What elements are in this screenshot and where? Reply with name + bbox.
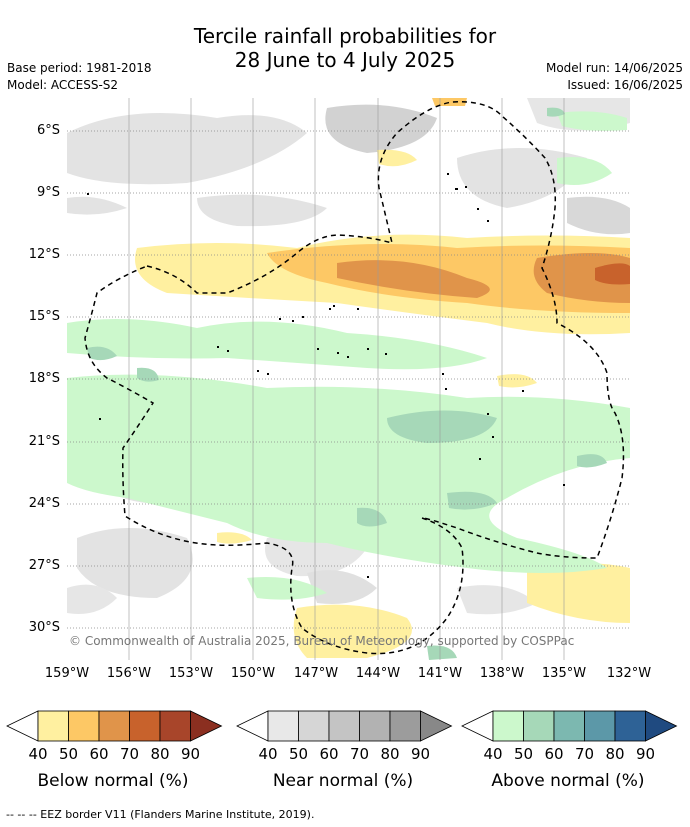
legend-near-tick: 40 xyxy=(258,745,278,763)
legend-below-swatch xyxy=(68,710,100,742)
map-title: Tercile rainfall probabilities for 28 Ju… xyxy=(0,24,690,72)
above-normal-layer xyxy=(67,107,630,660)
lon-label: 150°W xyxy=(230,666,276,681)
legend-below-tick: 60 xyxy=(89,745,109,763)
lat-label: 12°S xyxy=(28,247,60,262)
legend-below-tick: 90 xyxy=(180,745,201,763)
copyright-notice: © Commonwealth of Australia 2025, Bureau… xyxy=(69,634,575,648)
base-period: Base period: 1981-2018 xyxy=(7,61,152,75)
legend-above-max-arrow xyxy=(645,710,678,742)
graticule xyxy=(67,130,630,629)
legend-below-swatch xyxy=(159,710,191,742)
legend-near-swatch xyxy=(298,710,330,742)
legend-near-tick: 60 xyxy=(319,745,339,763)
issued-date: Issued: 16/06/2025 xyxy=(567,78,683,92)
legend-near-max-arrow xyxy=(420,710,453,742)
legend-below-tick: 80 xyxy=(150,745,170,763)
legend-below-swatch xyxy=(37,710,69,742)
legend-above-tick: 60 xyxy=(544,745,564,763)
legend-near-swatch xyxy=(359,710,391,742)
lon-label: 141°W xyxy=(417,666,463,681)
model-run: Model run: 14/06/2025 xyxy=(545,61,683,75)
legend-title-below: Below normal (%) xyxy=(37,771,189,791)
lat-label: 24°S xyxy=(28,496,60,511)
near-normal-layer xyxy=(67,98,630,615)
legend-near-min-arrow xyxy=(236,710,269,742)
legend-title-above: Above normal (%) xyxy=(491,771,645,791)
eez-footnote: -- -- -- EEZ border V11 (Flanders Marine… xyxy=(6,808,315,821)
lon-label: 159°W xyxy=(44,666,90,681)
lat-label: 21°S xyxy=(28,434,60,449)
meridians xyxy=(128,98,565,660)
title-line-2: 28 June to 4 July 2025 xyxy=(234,48,456,72)
legend-above-min-arrow xyxy=(461,710,494,742)
legend-below-tick: 70 xyxy=(119,745,140,763)
legend-above-tick: 70 xyxy=(574,745,595,763)
legend-below-swatch xyxy=(98,710,130,742)
title-line-1: Tercile rainfall probabilities for xyxy=(193,24,497,48)
map-svg xyxy=(67,98,630,660)
legend-title-near: Near normal (%) xyxy=(272,771,414,791)
model-name: Model: ACCESS-S2 xyxy=(7,78,119,92)
below-normal-layer xyxy=(135,98,630,658)
lat-label: 27°S xyxy=(28,558,60,573)
legend-below-tick: 50 xyxy=(58,745,79,763)
islands xyxy=(87,173,565,578)
legend-below-max-arrow xyxy=(190,710,223,742)
legend-above-tick: 90 xyxy=(635,745,656,763)
legend-above-tick: 50 xyxy=(513,745,534,763)
lat-label: 9°S xyxy=(36,185,60,200)
legend-above-swatch xyxy=(584,710,616,742)
lon-label: 132°W xyxy=(606,666,652,681)
lat-label: 15°S xyxy=(28,309,60,324)
lon-label: 147°W xyxy=(293,666,339,681)
legend-above-tick: 40 xyxy=(483,745,503,763)
legend-above-tick: 80 xyxy=(605,745,625,763)
legend-near-swatch xyxy=(389,710,421,742)
legend-near-tick: 80 xyxy=(380,745,400,763)
legend-near-swatch xyxy=(328,710,360,742)
eez-border xyxy=(84,101,625,655)
legend-above-swatch xyxy=(614,710,646,742)
legend-above-swatch xyxy=(553,710,585,742)
legend-above-swatch xyxy=(523,710,555,742)
map-panel xyxy=(67,98,630,660)
legend-near-swatch xyxy=(267,710,299,742)
lon-label: 144°W xyxy=(355,666,401,681)
lat-label: 6°S xyxy=(36,123,60,138)
legend-below-swatch xyxy=(129,710,161,742)
lon-label: 135°W xyxy=(541,666,587,681)
legend-colorbars xyxy=(6,710,678,742)
legend-near-tick: 50 xyxy=(288,745,309,763)
legend-near-tick: 70 xyxy=(349,745,370,763)
legend-near-tick: 90 xyxy=(410,745,431,763)
lon-label: 153°W xyxy=(168,666,214,681)
lat-label: 30°S xyxy=(28,620,60,635)
lon-label: 138°W xyxy=(479,666,525,681)
legend-below-min-arrow xyxy=(6,710,39,742)
lat-label: 18°S xyxy=(28,371,60,386)
legend-above-swatch xyxy=(492,710,524,742)
lon-label: 156°W xyxy=(106,666,152,681)
legend-below-tick: 40 xyxy=(28,745,48,763)
